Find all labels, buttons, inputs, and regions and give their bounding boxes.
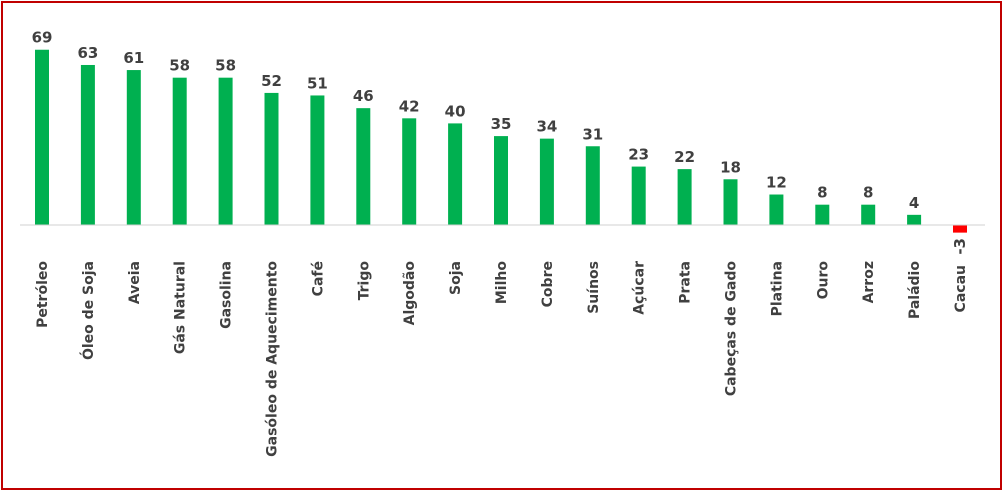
value-label-oleo-de-soja: 63 xyxy=(77,44,98,62)
category-labels-group: Petróleo Óleo de Soja Aveia Gás Natural Gaso… xyxy=(35,261,969,457)
category-label-cafe: Café xyxy=(310,261,326,296)
category-label-gasolina: Gasolina xyxy=(219,261,235,329)
value-label-cobre: 34 xyxy=(536,118,557,136)
bar-cabecas-de-gado xyxy=(723,179,738,225)
value-label-paladio: 4 xyxy=(909,194,919,212)
category-label-cabecas-de-gado: Cabeças de Gado xyxy=(724,261,740,397)
bars-group xyxy=(35,49,967,233)
category-label-suinos: Suínos xyxy=(586,261,602,314)
bar-acucar xyxy=(631,166,646,225)
bar-cobre xyxy=(539,138,554,225)
bar-prata xyxy=(677,169,692,225)
value-label-gas-natural: 58 xyxy=(169,57,190,75)
category-label-ouro: Ouro xyxy=(815,261,831,300)
bar-soja xyxy=(448,123,463,225)
category-label-platina: Platina xyxy=(769,261,785,316)
category-label-trigo: Trigo xyxy=(356,261,372,301)
bar-paladio xyxy=(907,214,922,225)
category-label-gasoleo-de-aquecimento: Gasóleo de Aquecimento xyxy=(265,261,281,457)
value-label-soja: 40 xyxy=(445,102,466,120)
bar-milho xyxy=(494,136,508,225)
bar-platina xyxy=(769,194,784,225)
bar-algodao xyxy=(402,118,417,225)
value-label-prata: 22 xyxy=(674,148,695,166)
value-label-suinos: 31 xyxy=(582,125,603,143)
value-label-gasolina: 58 xyxy=(215,57,236,75)
value-label-acucar: 23 xyxy=(628,146,649,164)
category-label-aveia: Aveia xyxy=(127,261,143,304)
category-label-gas-natural: Gás Natural xyxy=(173,261,189,354)
category-label-oleo-de-soja: Óleo de Soja xyxy=(79,261,97,360)
bar-ouro xyxy=(815,204,830,225)
bar-cacau xyxy=(953,225,967,233)
bar-arroz xyxy=(861,204,876,225)
value-label-cacau: -3 xyxy=(951,238,969,255)
category-label-paladio: Paládio xyxy=(907,261,923,319)
category-label-soja: Soja xyxy=(448,261,464,295)
category-label-cobre: Cobre xyxy=(540,261,556,307)
value-label-gasoleo-de-aquecimento: 52 xyxy=(261,72,282,90)
value-label-cabecas-de-gado: 18 xyxy=(720,158,741,176)
value-labels-group: 69 63 61 58 58 52 51 46 42 40 35 34 31 23 22 18 12 8 8 4 -3 xyxy=(32,29,969,255)
value-label-platina: 12 xyxy=(766,174,787,192)
category-label-acucar: Açúcar xyxy=(632,261,648,315)
value-label-trigo: 46 xyxy=(353,87,374,105)
value-label-algodao: 42 xyxy=(399,97,420,115)
category-label-milho: Milho xyxy=(494,261,510,304)
value-label-ouro: 8 xyxy=(817,184,827,202)
value-label-milho: 35 xyxy=(491,115,512,133)
value-label-aveia: 61 xyxy=(123,49,144,67)
bar-gasolina xyxy=(218,77,233,226)
category-label-algodao: Algodão xyxy=(402,261,418,326)
category-label-petroleo: Petróleo xyxy=(35,261,51,328)
bar-suinos xyxy=(585,146,600,225)
value-label-arroz: 8 xyxy=(863,184,873,202)
bar-petroleo xyxy=(35,49,49,225)
value-label-petroleo: 69 xyxy=(32,29,53,47)
category-label-cacau: Cacau xyxy=(953,265,969,312)
bar-oleo-de-soja xyxy=(80,64,95,225)
bar-cafe xyxy=(310,95,325,226)
value-label-cafe: 51 xyxy=(307,74,328,92)
bar-gas-natural xyxy=(172,77,187,226)
category-label-prata: Prata xyxy=(678,261,694,304)
bar-aveia xyxy=(126,70,141,225)
bar-trigo xyxy=(356,108,371,225)
bar-gasoleo-de-aquecimento xyxy=(264,92,279,225)
category-label-arroz: Arroz xyxy=(861,261,877,303)
